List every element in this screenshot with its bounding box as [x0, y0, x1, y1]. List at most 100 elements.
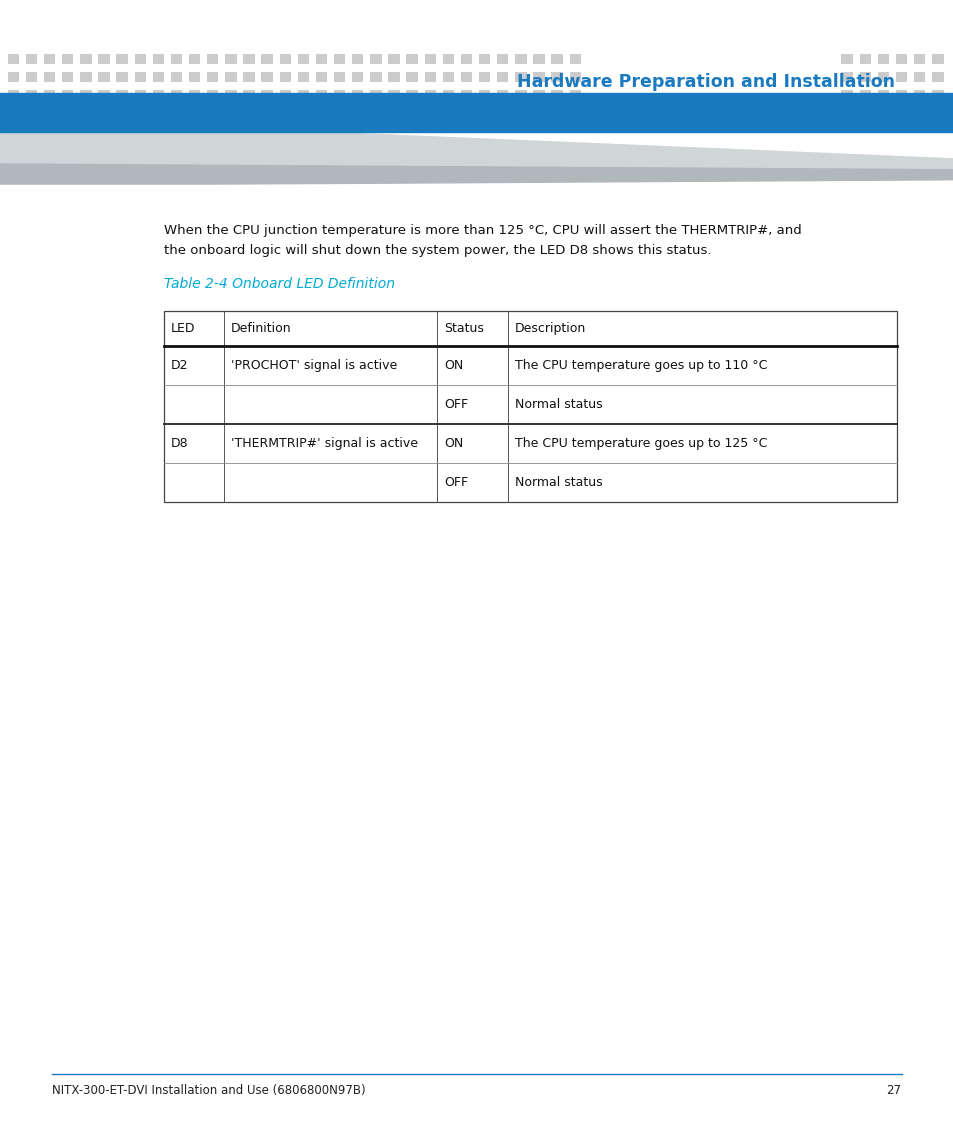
FancyBboxPatch shape	[424, 109, 436, 119]
FancyBboxPatch shape	[80, 72, 91, 82]
FancyBboxPatch shape	[98, 72, 110, 82]
FancyBboxPatch shape	[931, 90, 943, 101]
FancyBboxPatch shape	[913, 54, 924, 64]
FancyBboxPatch shape	[859, 90, 870, 101]
FancyBboxPatch shape	[243, 109, 254, 119]
Text: Normal status: Normal status	[515, 397, 602, 411]
FancyBboxPatch shape	[80, 109, 91, 119]
FancyBboxPatch shape	[8, 109, 19, 119]
FancyBboxPatch shape	[877, 72, 888, 82]
Text: Hardware Preparation and Installation: Hardware Preparation and Installation	[517, 73, 894, 92]
FancyBboxPatch shape	[134, 90, 146, 101]
FancyBboxPatch shape	[80, 90, 91, 101]
FancyBboxPatch shape	[515, 72, 526, 82]
FancyBboxPatch shape	[44, 90, 55, 101]
FancyBboxPatch shape	[478, 54, 490, 64]
FancyBboxPatch shape	[478, 109, 490, 119]
Text: OFF: OFF	[443, 475, 468, 489]
FancyBboxPatch shape	[116, 54, 128, 64]
FancyBboxPatch shape	[207, 109, 218, 119]
FancyBboxPatch shape	[189, 109, 200, 119]
FancyBboxPatch shape	[931, 109, 943, 119]
FancyBboxPatch shape	[460, 54, 472, 64]
FancyBboxPatch shape	[895, 109, 906, 119]
FancyBboxPatch shape	[406, 72, 417, 82]
FancyBboxPatch shape	[315, 90, 327, 101]
FancyBboxPatch shape	[569, 109, 580, 119]
Text: OFF: OFF	[443, 397, 468, 411]
FancyBboxPatch shape	[261, 54, 273, 64]
FancyBboxPatch shape	[315, 72, 327, 82]
FancyBboxPatch shape	[551, 109, 562, 119]
FancyBboxPatch shape	[225, 90, 236, 101]
FancyBboxPatch shape	[515, 90, 526, 101]
FancyBboxPatch shape	[931, 54, 943, 64]
FancyBboxPatch shape	[841, 72, 852, 82]
FancyBboxPatch shape	[334, 54, 345, 64]
FancyBboxPatch shape	[116, 109, 128, 119]
FancyBboxPatch shape	[80, 54, 91, 64]
FancyBboxPatch shape	[533, 109, 544, 119]
Text: LED: LED	[171, 322, 195, 335]
FancyBboxPatch shape	[261, 109, 273, 119]
FancyBboxPatch shape	[388, 109, 399, 119]
FancyBboxPatch shape	[171, 54, 182, 64]
Text: NITX-300-ET-DVI Installation and Use (6806800N97B): NITX-300-ET-DVI Installation and Use (68…	[52, 1083, 366, 1097]
Text: Table 2-4 Onboard LED Definition: Table 2-4 Onboard LED Definition	[164, 277, 395, 291]
FancyBboxPatch shape	[279, 109, 291, 119]
FancyBboxPatch shape	[62, 90, 73, 101]
FancyBboxPatch shape	[334, 72, 345, 82]
FancyBboxPatch shape	[497, 72, 508, 82]
FancyBboxPatch shape	[189, 54, 200, 64]
FancyBboxPatch shape	[116, 90, 128, 101]
FancyBboxPatch shape	[370, 54, 381, 64]
FancyBboxPatch shape	[225, 54, 236, 64]
FancyBboxPatch shape	[207, 90, 218, 101]
FancyBboxPatch shape	[297, 90, 309, 101]
FancyBboxPatch shape	[388, 90, 399, 101]
FancyBboxPatch shape	[189, 72, 200, 82]
FancyBboxPatch shape	[352, 54, 363, 64]
FancyBboxPatch shape	[877, 109, 888, 119]
Text: 'PROCHOT' signal is active: 'PROCHOT' signal is active	[231, 358, 396, 372]
FancyBboxPatch shape	[533, 72, 544, 82]
FancyBboxPatch shape	[424, 54, 436, 64]
FancyBboxPatch shape	[515, 109, 526, 119]
FancyBboxPatch shape	[134, 109, 146, 119]
FancyBboxPatch shape	[859, 109, 870, 119]
Text: D2: D2	[171, 358, 188, 372]
FancyBboxPatch shape	[44, 109, 55, 119]
FancyBboxPatch shape	[424, 72, 436, 82]
FancyBboxPatch shape	[189, 90, 200, 101]
FancyBboxPatch shape	[225, 109, 236, 119]
FancyBboxPatch shape	[171, 72, 182, 82]
Text: Status: Status	[443, 322, 483, 335]
FancyBboxPatch shape	[406, 90, 417, 101]
FancyBboxPatch shape	[134, 54, 146, 64]
Text: D8: D8	[171, 436, 188, 450]
FancyBboxPatch shape	[334, 90, 345, 101]
FancyBboxPatch shape	[62, 72, 73, 82]
Text: When the CPU junction temperature is more than 125 °C, CPU will assert the THERM: When the CPU junction temperature is mor…	[164, 224, 801, 256]
Text: ON: ON	[443, 436, 463, 450]
FancyBboxPatch shape	[841, 109, 852, 119]
FancyBboxPatch shape	[877, 54, 888, 64]
FancyBboxPatch shape	[261, 90, 273, 101]
FancyBboxPatch shape	[297, 72, 309, 82]
FancyBboxPatch shape	[116, 72, 128, 82]
FancyBboxPatch shape	[26, 90, 37, 101]
FancyBboxPatch shape	[279, 90, 291, 101]
FancyBboxPatch shape	[442, 72, 454, 82]
Text: Description: Description	[515, 322, 586, 335]
FancyBboxPatch shape	[243, 54, 254, 64]
Text: 27: 27	[885, 1083, 901, 1097]
FancyBboxPatch shape	[134, 72, 146, 82]
FancyBboxPatch shape	[279, 72, 291, 82]
FancyBboxPatch shape	[497, 54, 508, 64]
FancyBboxPatch shape	[859, 54, 870, 64]
FancyBboxPatch shape	[352, 90, 363, 101]
FancyBboxPatch shape	[243, 72, 254, 82]
FancyBboxPatch shape	[207, 72, 218, 82]
FancyBboxPatch shape	[406, 54, 417, 64]
FancyBboxPatch shape	[895, 90, 906, 101]
